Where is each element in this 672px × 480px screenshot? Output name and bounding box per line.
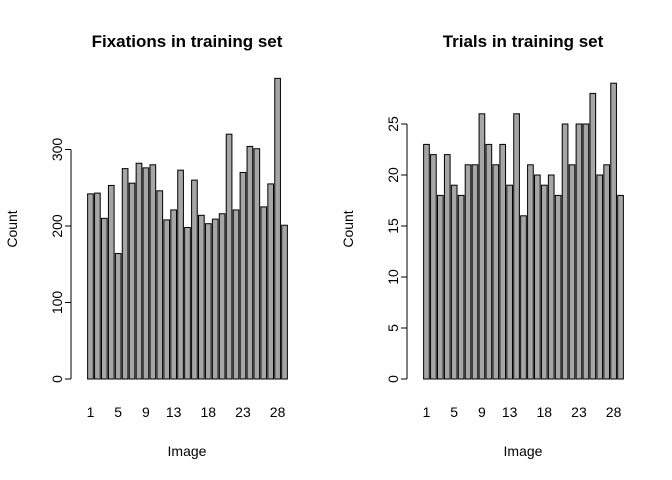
fixations-bar-22 bbox=[232, 209, 240, 380]
trials-bar-1 bbox=[423, 143, 430, 380]
fixations-chart-title: Fixations in training set bbox=[92, 32, 283, 51]
fixations-bar-11 bbox=[156, 190, 164, 380]
trials-bar-23 bbox=[575, 123, 583, 380]
fixations-bars bbox=[87, 77, 288, 380]
trials-bar-27 bbox=[603, 164, 611, 380]
fixations-bar-20 bbox=[218, 213, 226, 380]
fixations-bar-15 bbox=[184, 227, 191, 380]
trials-x-tick-labels: 1 5 9 13 18 23 28 bbox=[423, 404, 622, 420]
fixations-bar-17 bbox=[198, 214, 205, 380]
fixations-x-tick-label: 23 bbox=[235, 404, 251, 420]
trials-bar-14 bbox=[513, 113, 520, 380]
trials-y-tick-label: 5 bbox=[385, 324, 401, 332]
fixations-bar-25 bbox=[253, 148, 261, 380]
trials-chart-title: Trials in training set bbox=[443, 32, 604, 51]
trials-bar-18 bbox=[540, 184, 548, 380]
fixations-x-tick-label: 1 bbox=[87, 404, 95, 420]
fixations-x-tick-label: 13 bbox=[166, 404, 182, 420]
fixations-bar-8 bbox=[135, 162, 143, 380]
trials-bar-15 bbox=[520, 215, 527, 380]
trials-bar-17 bbox=[534, 174, 541, 380]
trials-bar-4 bbox=[443, 154, 451, 380]
fixations-bar-13 bbox=[170, 209, 177, 380]
fixations-bar-14 bbox=[177, 169, 184, 380]
trials-x-tick-label: 5 bbox=[450, 404, 458, 420]
fixations-bar-1 bbox=[87, 193, 94, 380]
fixations-y-axis-label: Count bbox=[4, 210, 20, 247]
trials-x-tick-label: 23 bbox=[571, 404, 587, 420]
trials-bar-24 bbox=[582, 123, 590, 380]
trials-y-tick-label: 15 bbox=[385, 218, 401, 234]
trials-bar-21 bbox=[561, 123, 569, 380]
trials-x-tick-label: 18 bbox=[537, 404, 553, 420]
fixations-y-tick-label: 200 bbox=[49, 214, 65, 238]
trials-x-axis-label: Image bbox=[504, 443, 543, 459]
fixations-x-tick-label: 5 bbox=[114, 404, 122, 420]
trials-bar-19 bbox=[547, 174, 555, 380]
fixations-bar-24 bbox=[246, 145, 254, 380]
fixations-y-axis: 0 100 200 300 bbox=[49, 138, 72, 383]
fixations-bar-6 bbox=[121, 168, 129, 380]
trials-bar-6 bbox=[457, 194, 465, 380]
fixations-bar-26 bbox=[260, 206, 268, 380]
trials-bar-11 bbox=[492, 164, 500, 380]
fixations-x-tick-label: 9 bbox=[142, 404, 150, 420]
fixations-y-tick-label: 100 bbox=[49, 291, 65, 315]
fixations-bar-3 bbox=[100, 217, 108, 380]
fixations-x-axis-label: Image bbox=[168, 443, 207, 459]
trials-y-axis-label: Count bbox=[340, 210, 356, 247]
trials-y-tick-label: 10 bbox=[385, 269, 401, 285]
fixations-bar-4 bbox=[107, 184, 115, 380]
trials-bar-26 bbox=[596, 174, 604, 380]
fixations-bar-18 bbox=[204, 223, 212, 380]
trials-y-tick-label: 25 bbox=[385, 116, 401, 132]
trials-bar-25 bbox=[589, 92, 597, 380]
fixations-panel: Fixations in training set Image Count 0 1… bbox=[4, 32, 288, 459]
fixations-bar-21 bbox=[225, 133, 233, 380]
trials-bar-5 bbox=[450, 184, 458, 380]
trials-x-tick-label: 9 bbox=[478, 404, 486, 420]
trials-bar-28 bbox=[610, 82, 617, 380]
trials-bar-13 bbox=[506, 184, 513, 380]
fixations-bar-5 bbox=[114, 253, 122, 380]
fixations-bar-16 bbox=[191, 179, 198, 380]
fixations-x-tick-label: 28 bbox=[270, 404, 286, 420]
trials-bar-2 bbox=[430, 154, 437, 380]
trials-y-tick-label: 20 bbox=[385, 167, 401, 183]
trials-bar-16 bbox=[527, 164, 534, 380]
fixations-bar-9 bbox=[142, 167, 150, 380]
fixations-bar-27 bbox=[267, 183, 275, 380]
fixations-bar-7 bbox=[128, 182, 136, 380]
fixations-bar-28 bbox=[274, 77, 281, 380]
trials-bar-9 bbox=[478, 113, 486, 380]
trials-bar-8 bbox=[471, 164, 479, 380]
trials-bar-7 bbox=[464, 164, 472, 380]
fixations-y-tick-label: 0 bbox=[49, 375, 65, 383]
trials-panel: Trials in training set Image Count 0 5 10 1… bbox=[340, 32, 624, 459]
fixations-bar-12 bbox=[163, 219, 171, 380]
trials-y-axis: 0 5 10 15 20 25 bbox=[385, 116, 408, 383]
fixations-y-tick-label: 300 bbox=[49, 138, 65, 162]
trials-x-tick-label: 28 bbox=[606, 404, 622, 420]
fixations-bar-29 bbox=[281, 224, 288, 380]
fixations-bar-23 bbox=[239, 171, 247, 380]
trials-bar-10 bbox=[485, 143, 493, 380]
trials-bar-29 bbox=[617, 194, 624, 380]
fixations-bar-19 bbox=[211, 218, 219, 380]
trials-y-tick-label: 0 bbox=[385, 375, 401, 383]
trials-bar-3 bbox=[436, 194, 444, 380]
fixations-bar-10 bbox=[149, 164, 157, 380]
trials-x-tick-label: 1 bbox=[423, 404, 431, 420]
trials-x-tick-label: 13 bbox=[502, 404, 518, 420]
trials-bar-22 bbox=[568, 164, 576, 380]
trials-bar-12 bbox=[499, 143, 507, 380]
fixations-bar-2 bbox=[94, 192, 101, 380]
fixations-x-tick-label: 18 bbox=[201, 404, 217, 420]
trials-bars bbox=[423, 82, 624, 380]
trials-bar-20 bbox=[554, 194, 562, 380]
fixations-x-tick-labels: 1 5 9 13 18 23 28 bbox=[87, 404, 286, 420]
